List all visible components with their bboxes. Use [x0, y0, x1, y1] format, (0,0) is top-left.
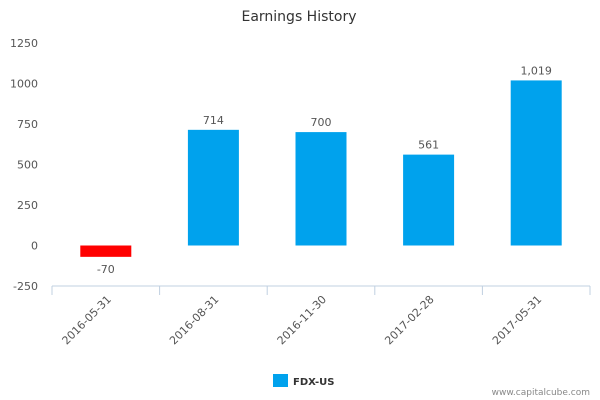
legend-label: FDX-US: [293, 377, 335, 388]
y-tick-label: -250: [13, 280, 38, 293]
y-tick-label: 750: [17, 118, 38, 131]
x-tick-label: 2016-05-31: [60, 293, 114, 347]
data-label: 700: [311, 116, 332, 129]
bar-2016-11-30[interactable]: [295, 132, 347, 246]
x-tick-label: 2017-05-31: [490, 293, 544, 347]
y-tick-label: 500: [17, 159, 38, 172]
data-labels: -70 714 700 561 1,019: [97, 64, 552, 275]
bar-2017-02-28[interactable]: [403, 154, 455, 246]
legend-swatch: [273, 374, 288, 387]
bar-2016-08-31[interactable]: [187, 129, 239, 246]
y-axis: -250 0 250 500 750 1000 1250: [10, 37, 38, 293]
data-label: -70: [97, 263, 115, 276]
bars-group: [80, 80, 562, 257]
data-label: 1,019: [520, 64, 552, 77]
y-tick-label: 0: [31, 240, 38, 253]
bar-2017-05-31[interactable]: [510, 80, 562, 246]
legend[interactable]: FDX-US: [273, 374, 335, 388]
data-label: 561: [418, 139, 439, 152]
x-tick-label: 2016-08-31: [167, 293, 221, 347]
x-tick-label: 2017-02-28: [382, 293, 436, 347]
y-tick-label: 250: [17, 199, 38, 212]
credit-text: www.capitalcube.com: [492, 388, 590, 398]
x-tick-label: 2016-11-30: [275, 293, 329, 347]
y-tick-label: 1250: [10, 37, 38, 50]
y-tick-label: 1000: [10, 78, 38, 91]
data-label: 714: [203, 114, 224, 127]
x-axis: 2016-05-31 2016-08-31 2016-11-30 2017-02-28…: [51, 285, 591, 347]
bar-2016-05-31[interactable]: [80, 245, 132, 257]
chart-title: Earnings History: [241, 9, 356, 25]
